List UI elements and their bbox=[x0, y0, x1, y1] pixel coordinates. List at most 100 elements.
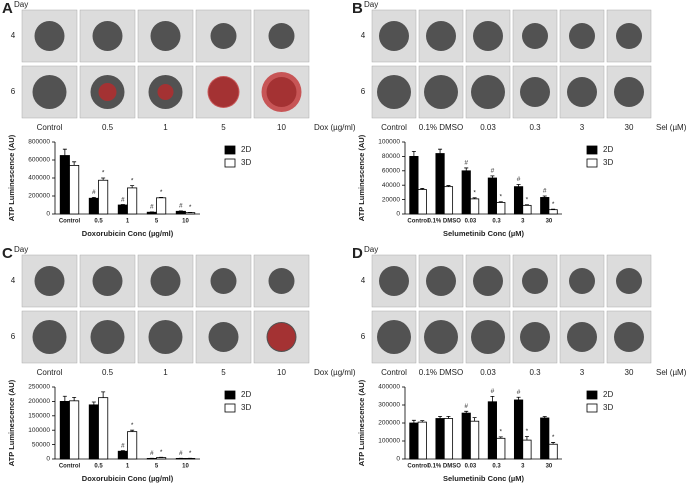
spheroid-stain bbox=[98, 83, 117, 101]
y-tick-label: 0 bbox=[396, 456, 400, 463]
bar bbox=[98, 397, 109, 460]
error-bar bbox=[101, 177, 106, 181]
significance-mark: # bbox=[92, 189, 96, 196]
error-bar bbox=[62, 148, 67, 156]
significance-mark: * bbox=[526, 197, 529, 204]
significance-mark: # bbox=[464, 403, 468, 410]
spheroid-image bbox=[195, 254, 252, 308]
error-bar bbox=[446, 415, 451, 419]
spheroid-stain bbox=[207, 76, 240, 108]
significance-mark: * bbox=[552, 434, 555, 441]
bar bbox=[470, 420, 480, 460]
x-tick-label: 1 bbox=[126, 464, 130, 470]
legend-swatch bbox=[224, 403, 236, 413]
significance-mark: # bbox=[121, 442, 125, 449]
y-tick-label: 400000 bbox=[28, 175, 50, 182]
error-bar bbox=[551, 208, 556, 210]
condition-label: 0.03 bbox=[480, 368, 496, 377]
bar bbox=[146, 211, 157, 215]
legend-label: 2D bbox=[241, 145, 251, 154]
spheroid bbox=[32, 320, 67, 354]
error-bar bbox=[490, 175, 495, 178]
bar bbox=[540, 417, 550, 460]
bar bbox=[88, 404, 99, 460]
spheroid bbox=[150, 21, 181, 51]
spheroid bbox=[90, 320, 125, 354]
y-axis-label: ATP Luminescence (AU) bbox=[7, 134, 16, 221]
bar bbox=[496, 437, 506, 460]
legend-label: 2D bbox=[603, 145, 613, 154]
condition-label: Control bbox=[37, 368, 63, 377]
condition-label: 0.3 bbox=[529, 123, 541, 132]
day-value: 4 bbox=[11, 276, 16, 285]
spheroid bbox=[268, 23, 295, 49]
bar bbox=[513, 399, 524, 460]
spheroid bbox=[210, 23, 237, 49]
spheroid bbox=[150, 266, 181, 296]
legend-swatch bbox=[586, 145, 598, 155]
day-value: 6 bbox=[11, 87, 16, 96]
bar bbox=[69, 400, 80, 460]
error-bar bbox=[490, 395, 495, 402]
error-bar bbox=[542, 416, 547, 418]
spheroid bbox=[569, 23, 595, 49]
legend-swatch bbox=[224, 145, 236, 155]
y-tick-label: 0 bbox=[396, 211, 400, 218]
condition-label: Control bbox=[381, 123, 407, 132]
spheroid bbox=[208, 322, 239, 352]
day-label: Day bbox=[14, 0, 28, 9]
error-bar bbox=[62, 395, 67, 402]
error-bar bbox=[464, 410, 469, 414]
error-bar bbox=[498, 201, 503, 203]
error-bar bbox=[101, 391, 106, 398]
significance-mark: * bbox=[189, 450, 192, 457]
bar bbox=[417, 189, 427, 215]
bar bbox=[59, 155, 70, 215]
significance-mark: * bbox=[500, 193, 503, 200]
x-tick-label: 0.5 bbox=[94, 464, 103, 470]
condition-label: 1 bbox=[163, 123, 168, 132]
significance-mark: * bbox=[160, 189, 163, 196]
spheroid bbox=[520, 322, 550, 352]
spheroid bbox=[379, 21, 409, 51]
spheroid bbox=[616, 23, 642, 49]
bar bbox=[117, 450, 128, 460]
legend-swatch bbox=[586, 390, 598, 400]
bar bbox=[88, 197, 99, 215]
significance-mark: * bbox=[473, 190, 476, 197]
y-tick-label: 0 bbox=[46, 211, 50, 218]
y-tick-label: 20000 bbox=[382, 196, 400, 203]
y-tick-label: 250000 bbox=[28, 384, 50, 391]
x-tick-label: 0.1% DMSO bbox=[428, 219, 462, 225]
error-bar bbox=[130, 429, 135, 432]
condition-label: Control bbox=[37, 123, 63, 132]
x-tick-label: 0.1% DMSO bbox=[428, 464, 462, 470]
condition-label: 30 bbox=[625, 123, 634, 132]
error-bar bbox=[498, 436, 503, 439]
spheroid bbox=[92, 266, 123, 296]
x-tick-label: 5 bbox=[155, 464, 159, 470]
error-bar bbox=[420, 420, 425, 423]
legend-swatch bbox=[224, 390, 236, 400]
spheroid bbox=[522, 268, 548, 294]
condition-label: 0.1% DMSO bbox=[419, 368, 463, 377]
x-tick-label: 10 bbox=[182, 219, 189, 225]
significance-mark: # bbox=[121, 196, 125, 203]
y-tick-label: 200000 bbox=[28, 398, 50, 405]
y-axis-label: ATP Luminescence (AU) bbox=[7, 379, 16, 466]
x-tick-label: 0.3 bbox=[492, 464, 501, 470]
significance-mark: * bbox=[131, 422, 134, 429]
significance-mark: * bbox=[102, 170, 105, 177]
day-value: 6 bbox=[361, 332, 366, 341]
significance-mark: * bbox=[189, 204, 192, 211]
x-tick-label: Control bbox=[59, 219, 81, 225]
x-tick-label: 3 bbox=[521, 219, 525, 225]
bar bbox=[156, 197, 167, 215]
error-bar bbox=[472, 417, 477, 422]
unit-label: Dox (µg/ml) bbox=[314, 123, 356, 132]
y-tick-label: 300000 bbox=[378, 402, 400, 409]
spheroid bbox=[426, 266, 456, 296]
day-label: Day bbox=[14, 245, 28, 254]
x-tick-label: 5 bbox=[155, 219, 159, 225]
